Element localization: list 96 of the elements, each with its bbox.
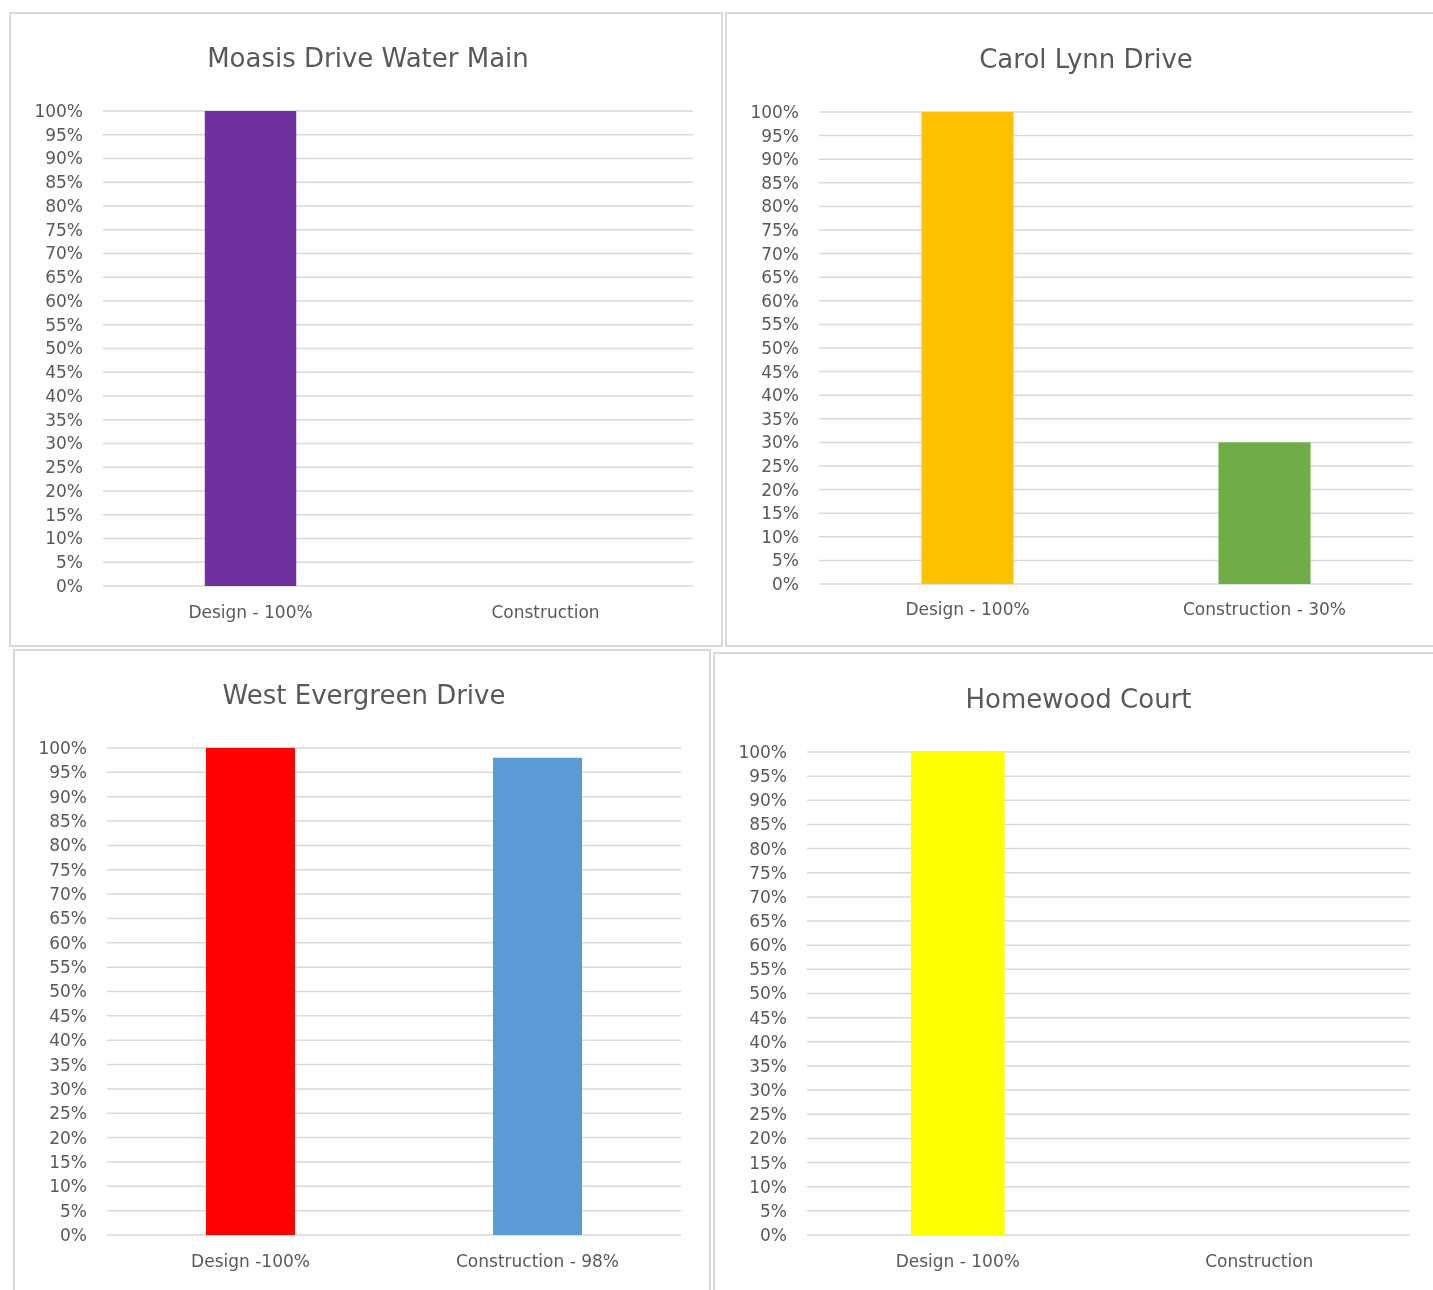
y-tick-label: 5% bbox=[60, 1200, 87, 1221]
y-tick-label: 50% bbox=[749, 983, 787, 1004]
y-tick-label: 95% bbox=[45, 124, 83, 145]
y-tick-label: 20% bbox=[749, 1128, 787, 1149]
y-tick-label: 15% bbox=[49, 1151, 87, 1172]
chart-title: Carol Lynn Drive bbox=[979, 44, 1193, 75]
y-tick-label: 75% bbox=[749, 862, 787, 883]
y-tick-label: 100% bbox=[38, 737, 87, 758]
y-tick-label: 40% bbox=[45, 385, 83, 406]
chart-title: Moasis Drive Water Main bbox=[207, 43, 529, 74]
y-tick-label: 35% bbox=[45, 409, 83, 430]
y-tick-label: 80% bbox=[749, 838, 787, 859]
y-tick-label: 100% bbox=[750, 101, 799, 122]
y-tick-label: 20% bbox=[45, 480, 83, 501]
y-tick-label: 60% bbox=[761, 290, 799, 311]
y-tick-label: 5% bbox=[56, 552, 83, 573]
y-tick-label: 40% bbox=[49, 1030, 87, 1051]
y-tick-label: 0% bbox=[56, 575, 83, 596]
x-tick-label: Design -100% bbox=[191, 1251, 310, 1271]
y-tick-label: 30% bbox=[45, 433, 83, 454]
y-tick-label: 50% bbox=[761, 337, 799, 358]
y-tick-label: 40% bbox=[761, 385, 799, 406]
chart-title: Homewood Court bbox=[965, 684, 1192, 715]
y-tick-label: 85% bbox=[45, 172, 83, 193]
y-tick-label: 80% bbox=[45, 195, 83, 216]
x-tick-label: Design - 100% bbox=[188, 602, 313, 622]
x-tick-label: Design - 100% bbox=[895, 1251, 1020, 1271]
y-tick-label: 55% bbox=[49, 957, 87, 978]
y-tick-label: 45% bbox=[749, 1007, 787, 1028]
y-tick-label: 10% bbox=[761, 526, 799, 547]
y-tick-label: 0% bbox=[60, 1224, 87, 1245]
y-tick-label: 75% bbox=[761, 219, 799, 240]
y-tick-label: 85% bbox=[749, 814, 787, 835]
y-tick-label: 80% bbox=[761, 196, 799, 217]
y-tick-label: 65% bbox=[761, 267, 799, 288]
y-tick-label: 30% bbox=[761, 432, 799, 453]
y-tick-label: 70% bbox=[761, 243, 799, 264]
y-tick-label: 75% bbox=[45, 219, 83, 240]
x-tick-label: Construction - 30% bbox=[1183, 599, 1346, 619]
y-tick-label: 65% bbox=[749, 911, 787, 931]
y-tick-label: 100% bbox=[738, 741, 787, 762]
y-tick-label: 15% bbox=[45, 504, 83, 525]
y-tick-label: 40% bbox=[749, 1031, 787, 1052]
y-tick-label: 70% bbox=[49, 884, 87, 905]
y-tick-label: 20% bbox=[761, 479, 799, 500]
y-tick-label: 25% bbox=[761, 455, 799, 476]
y-tick-label: 45% bbox=[45, 362, 83, 383]
y-tick-label: 35% bbox=[761, 408, 799, 429]
x-tick-label: Construction bbox=[491, 602, 600, 622]
y-tick-label: 45% bbox=[761, 361, 799, 382]
y-tick-label: 90% bbox=[761, 149, 799, 170]
y-tick-label: 85% bbox=[49, 811, 87, 831]
y-tick-label: 45% bbox=[49, 1005, 87, 1026]
y-tick-label: 60% bbox=[45, 290, 83, 311]
x-tick-label: Construction bbox=[1205, 1251, 1314, 1271]
x-tick-label: Construction - 98% bbox=[456, 1251, 619, 1271]
y-tick-label: 15% bbox=[749, 1152, 787, 1173]
y-tick-label: 5% bbox=[760, 1200, 787, 1221]
y-tick-label: 75% bbox=[49, 859, 87, 880]
y-tick-label: 95% bbox=[761, 125, 799, 146]
y-tick-label: 25% bbox=[49, 1103, 87, 1124]
y-tick-label: 10% bbox=[49, 1176, 87, 1197]
y-tick-label: 95% bbox=[749, 766, 787, 787]
y-tick-label: 20% bbox=[49, 1127, 87, 1148]
y-tick-label: 10% bbox=[45, 528, 83, 549]
x-tick-label: Design - 100% bbox=[905, 599, 1030, 619]
y-tick-label: 80% bbox=[49, 835, 87, 856]
y-tick-label: 50% bbox=[49, 981, 87, 1002]
y-tick-label: 95% bbox=[49, 762, 87, 783]
y-tick-label: 30% bbox=[49, 1078, 87, 1099]
y-tick-label: 0% bbox=[760, 1224, 787, 1245]
y-tick-label: 50% bbox=[45, 338, 83, 359]
y-tick-label: 65% bbox=[49, 908, 87, 929]
y-tick-label: 55% bbox=[749, 959, 787, 980]
y-tick-label: 5% bbox=[772, 550, 799, 571]
chart-title: West Evergreen Drive bbox=[222, 680, 506, 711]
y-tick-label: 25% bbox=[749, 1104, 787, 1125]
y-tick-label: 85% bbox=[761, 172, 799, 193]
y-tick-label: 55% bbox=[45, 314, 83, 335]
y-tick-label: 60% bbox=[49, 932, 87, 953]
y-tick-label: 100% bbox=[34, 100, 83, 121]
y-tick-label: 55% bbox=[761, 314, 799, 335]
y-tick-label: 70% bbox=[45, 243, 83, 264]
y-tick-label: 90% bbox=[749, 790, 787, 811]
y-tick-label: 0% bbox=[772, 573, 799, 594]
y-tick-label: 70% bbox=[749, 886, 787, 907]
y-tick-label: 65% bbox=[45, 267, 83, 288]
y-tick-label: 35% bbox=[49, 1054, 87, 1075]
y-tick-label: 90% bbox=[45, 148, 83, 169]
y-tick-label: 90% bbox=[49, 786, 87, 807]
y-tick-label: 60% bbox=[749, 935, 787, 956]
y-tick-label: 25% bbox=[45, 457, 83, 478]
y-tick-label: 10% bbox=[749, 1176, 787, 1197]
y-tick-label: 15% bbox=[761, 503, 799, 524]
y-tick-label: 30% bbox=[749, 1080, 787, 1101]
y-tick-label: 35% bbox=[749, 1055, 787, 1076]
